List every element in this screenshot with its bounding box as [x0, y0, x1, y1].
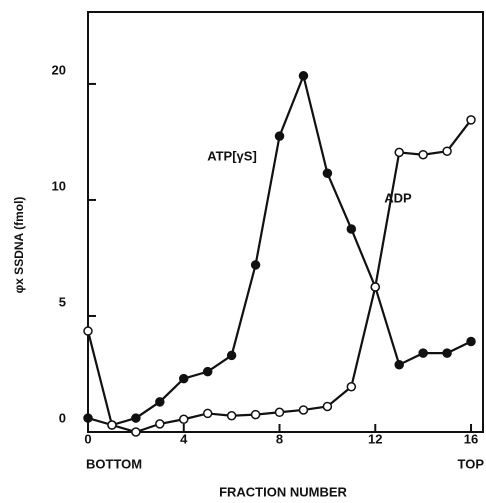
data-point: [202, 366, 213, 377]
plot-frame: [87, 11, 484, 433]
series-line: [87, 72, 472, 427]
x-axis-label: FRACTION NUMBER: [219, 484, 347, 499]
data-point: [442, 348, 452, 358]
data-point: [83, 413, 93, 423]
data-point: [274, 407, 285, 418]
data-point: [83, 326, 93, 336]
data-point: [298, 405, 309, 415]
data-point: [370, 282, 381, 292]
x-tick-label: 4: [180, 431, 188, 446]
data-point: [155, 397, 165, 407]
y-tick-label: 0: [59, 410, 66, 425]
data-point: [322, 168, 333, 179]
x-tick-label: 16: [464, 431, 478, 446]
data-point: [442, 146, 452, 156]
data-point: [155, 419, 165, 429]
data-point: [418, 149, 428, 160]
data-point: [202, 408, 213, 419]
data-point: [274, 131, 285, 141]
x-end-label: TOP: [458, 456, 485, 471]
data-point: [131, 413, 141, 423]
series-line: [86, 119, 472, 434]
data-point: [226, 411, 237, 421]
data-point: [107, 420, 117, 430]
y-tick-label: 5: [59, 294, 66, 309]
x-end-label: BOTTOM: [86, 456, 142, 471]
data-point: [346, 224, 357, 234]
data-point: [418, 348, 428, 358]
data-point: [179, 414, 189, 424]
data-point: [250, 260, 261, 270]
series-label: ADP: [384, 190, 412, 205]
data-point: [346, 382, 357, 392]
y-tick-label: 20: [52, 62, 66, 77]
data-point: [322, 401, 333, 412]
data-point: [226, 350, 237, 361]
data-point: [394, 147, 404, 158]
data-point: [466, 115, 476, 125]
data-point: [394, 359, 404, 370]
data-point: [298, 71, 309, 81]
x-tick-label: 8: [276, 431, 283, 446]
series-label: ATP[γS]: [207, 148, 257, 163]
data-point: [179, 373, 189, 384]
y-axis-label: φx SSDNA (fmol): [12, 197, 26, 294]
x-tick-label: 12: [368, 431, 382, 446]
data-point: [250, 409, 261, 420]
x-tick-label: 0: [84, 431, 91, 446]
data-point: [131, 427, 141, 437]
y-tick-label: 10: [52, 178, 66, 193]
data-point: [466, 336, 476, 347]
